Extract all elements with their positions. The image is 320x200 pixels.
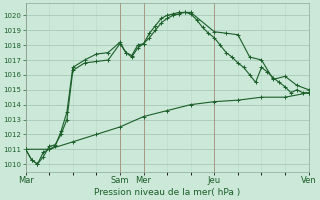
X-axis label: Pression niveau de la mer( hPa ): Pression niveau de la mer( hPa ) bbox=[94, 188, 240, 197]
